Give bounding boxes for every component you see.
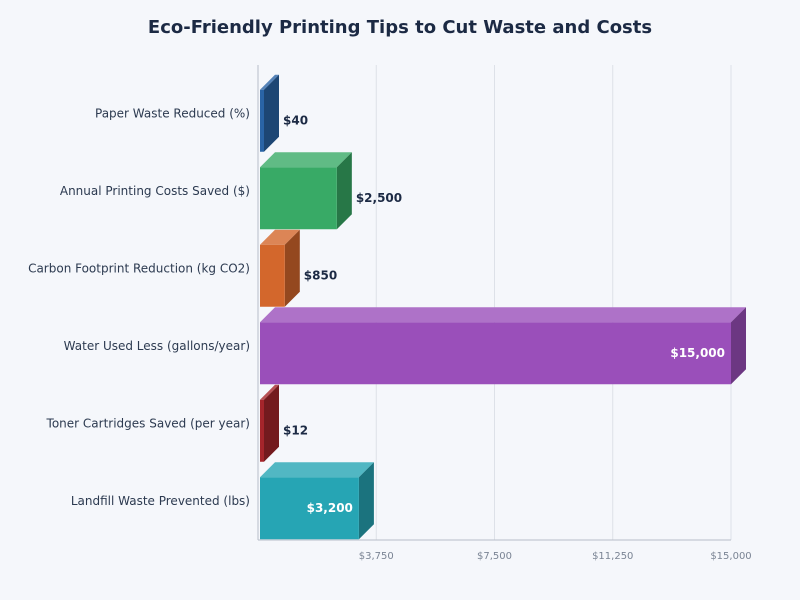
y-tick-label: Annual Printing Costs Saved ($) [60,184,250,198]
value-label: $3,200 [307,501,353,515]
value-label: $12 [283,423,308,437]
bar-top [260,384,279,400]
bar [260,167,337,230]
bar-side [336,152,352,230]
value-label: $15,000 [670,346,725,360]
bar-side [264,384,279,462]
bar-top [260,152,352,168]
bar [260,89,264,152]
y-tick-label: Toner Cartridges Saved (per year) [46,416,250,430]
y-tick-label: Paper Waste Reduced (%) [95,106,250,120]
bar-side [731,307,746,385]
bar-top [260,307,746,323]
x-tick-label: $7,500 [477,551,512,562]
bar-side [264,74,279,152]
value-label: $850 [304,268,337,282]
y-tick-label: Water Used Less (gallons/year) [64,339,250,353]
y-tick-label: Carbon Footprint Reduction (kg CO2) [28,261,250,275]
bar-top [260,462,374,478]
bar [260,244,285,307]
y-tick-label: Landfill Waste Prevented (lbs) [71,494,250,508]
bar [260,477,359,540]
x-tick-label: $3,750 [359,551,394,562]
bar-side [284,229,300,307]
bar-top [260,74,279,90]
bar-side [358,462,374,540]
x-tick-label: $11,250 [592,551,633,562]
value-label: $40 [283,113,308,127]
bar [260,399,264,462]
value-label: $2,500 [356,191,402,205]
x-tick-label: $15,000 [710,551,751,562]
bar [260,322,731,385]
chart-title: Eco-Friendly Printing Tips to Cut Waste … [148,17,652,38]
bar-top [260,229,300,245]
